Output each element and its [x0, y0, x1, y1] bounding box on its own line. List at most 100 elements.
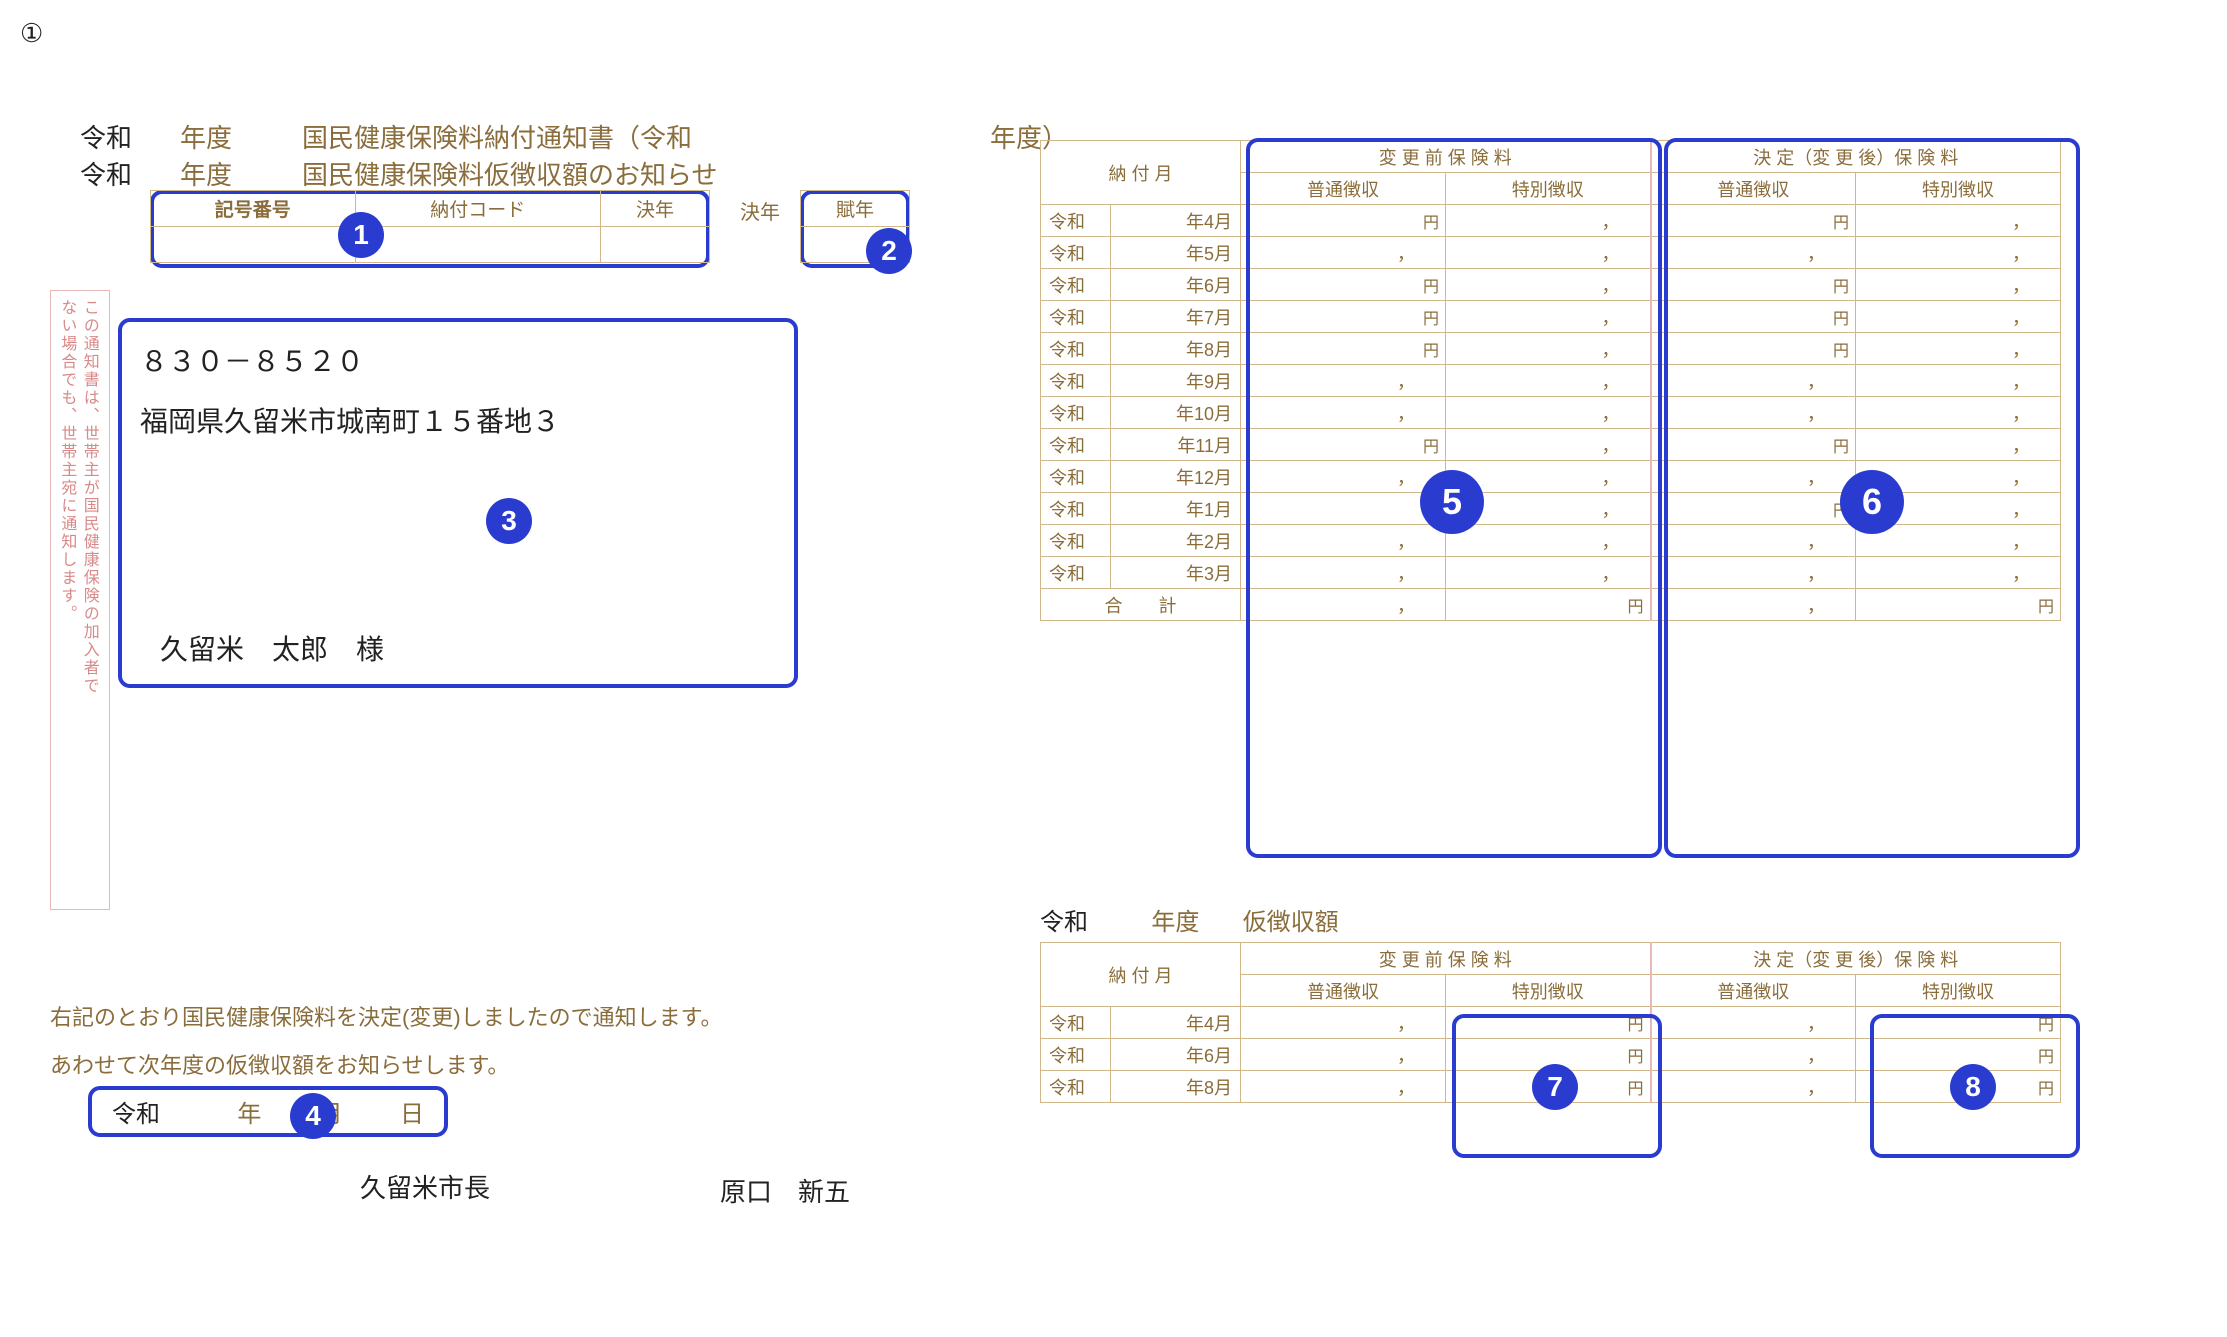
badge-3: 3 [486, 498, 532, 544]
row-month: 年10月 [1111, 397, 1241, 429]
amount-cell: 円 [1651, 493, 1856, 525]
row-era: 令和 [1041, 237, 1111, 269]
t1-h-normal-1: 普通徴収 [1241, 173, 1446, 205]
amount-cell: ， [1241, 1071, 1446, 1103]
notice-line-2: あわせて次年度の仮徴収額をお知らせします。 [50, 1048, 509, 1080]
ketsu-label-2: 決年 [720, 196, 800, 225]
row-month: 年4月 [1111, 1007, 1241, 1039]
recipient-name: 久留米 太郎 様 [160, 628, 384, 668]
total-row: 合 計，円，円 [1041, 589, 2061, 621]
amount-cell: 円 [1446, 1007, 1651, 1039]
row-era: 令和 [1041, 205, 1111, 237]
row-month: 年2月 [1111, 525, 1241, 557]
table-row: 令和年4月，円，円 [1041, 1007, 2061, 1039]
badge-4: 4 [290, 1093, 336, 1139]
row-era: 令和 [1041, 461, 1111, 493]
total-cell: ， [1241, 589, 1446, 621]
table-row: 令和年11月円，円， [1041, 429, 2061, 461]
row-era: 令和 [1041, 1039, 1111, 1071]
amount-cell: ， [1446, 525, 1651, 557]
t1-h-after: 決 定（変 更 後）保 険 料 [1651, 141, 2061, 173]
amount-cell: 円 [1241, 429, 1446, 461]
amount-cell: ， [1446, 333, 1651, 365]
row-era: 令和 [1041, 525, 1111, 557]
amount-cell: ， [1241, 237, 1446, 269]
total-cell: 円 [1446, 589, 1651, 621]
t1-h-special-1: 特別徴収 [1446, 173, 1651, 205]
amount-cell: ， [1651, 1039, 1856, 1071]
issuer: 久留米市長 [360, 1168, 490, 1205]
table-row: 令和年4月円，円， [1041, 205, 2061, 237]
row-month: 年5月 [1111, 237, 1241, 269]
amount-cell: ， [1241, 365, 1446, 397]
row-month: 年12月 [1111, 461, 1241, 493]
row-month: 年8月 [1111, 1071, 1241, 1103]
row-era: 令和 [1041, 1007, 1111, 1039]
amount-cell: ， [1241, 557, 1446, 589]
amount-cell: ， [1446, 365, 1651, 397]
vnote-right: この通知書は、世帯主が国民健康保険の加入者で [77, 299, 99, 901]
amount-cell: ， [1446, 397, 1651, 429]
era-2: 令和 [80, 155, 132, 192]
t1-h-special-2: 特別徴収 [1856, 173, 2061, 205]
amount-cell: 円 [1651, 333, 1856, 365]
title-2-main: 国民健康保険料仮徴収額のお知らせ [302, 155, 717, 192]
amount-cell: 円 [1651, 205, 1856, 237]
t2-era: 令和 [1040, 909, 1088, 936]
nendo-1: 年度 [180, 118, 232, 155]
t2-yd: 年度 [1151, 909, 1199, 936]
t1-h-normal-2: 普通徴収 [1651, 173, 1856, 205]
amount-cell: ， [1241, 1007, 1446, 1039]
circle-marker: ① [20, 18, 43, 49]
address: 福岡県久留米市城南町１５番地３ [140, 400, 560, 440]
date-y: 年 [237, 1101, 261, 1128]
table-row: 令和年12月，，，， [1041, 461, 2061, 493]
amount-cell: 円 [1651, 301, 1856, 333]
table-row: 令和年9月，，，， [1041, 365, 2061, 397]
amount-cell: 円 [1241, 333, 1446, 365]
code-table: 記号番号 納付コード 決年 [150, 190, 710, 263]
amount-cell: ， [1446, 237, 1651, 269]
amount-cell: 円 [1241, 301, 1446, 333]
amount-cell: ， [1651, 365, 1856, 397]
table-row: 令和年8月円，円， [1041, 333, 2061, 365]
row-month: 年9月 [1111, 365, 1241, 397]
amount-cell: ， [1446, 205, 1651, 237]
t2-h-before: 変 更 前 保 険 料 [1241, 943, 1651, 975]
payment-table-1: 納 付 月 変 更 前 保 険 料 決 定（変 更 後）保 険 料 普通徴収 特… [1040, 140, 2061, 621]
t2-h-special-1: 特別徴収 [1446, 975, 1651, 1007]
amount-cell: 円 [1856, 1039, 2061, 1071]
t2-h-after: 決 定（変 更 後）保 険 料 [1651, 943, 2061, 975]
row-era: 令和 [1041, 397, 1111, 429]
amount-cell: ， [1856, 301, 2061, 333]
table-row: 令和年2月，，，， [1041, 525, 2061, 557]
amount-cell: ， [1651, 1007, 1856, 1039]
total-cell: ， [1651, 589, 1856, 621]
amount-cell: 円 [1241, 493, 1446, 525]
era-1: 令和 [80, 118, 132, 155]
vnote-left: ない場合でも、世帯主宛に通知します。 [55, 299, 77, 901]
row-era: 令和 [1041, 333, 1111, 365]
row-month: 年11月 [1111, 429, 1241, 461]
title-1-main: 国民健康保険料納付通知書（令和 [302, 118, 692, 155]
amount-cell: ， [1651, 461, 1856, 493]
badge-7: 7 [1532, 1064, 1578, 1110]
date-d: 日 [400, 1101, 424, 1128]
amount-cell: ， [1856, 205, 2061, 237]
amount-cell: 円 [1651, 429, 1856, 461]
amount-cell: ， [1241, 461, 1446, 493]
table-row: 令和年6月円，円， [1041, 269, 2061, 301]
row-era: 令和 [1041, 429, 1111, 461]
vertical-note-box: ない場合でも、世帯主宛に通知します。 この通知書は、世帯主が国民健康保険の加入者… [50, 290, 110, 910]
amount-cell: ， [1856, 397, 2061, 429]
amount-cell: 円 [1241, 269, 1446, 301]
row-era: 令和 [1041, 269, 1111, 301]
notice-line-1: 右記のとおり国民健康保険料を決定(変更)しましたので通知します。 [50, 1000, 722, 1032]
amount-cell: ， [1241, 525, 1446, 557]
total-label: 合 計 [1041, 589, 1241, 621]
t2-h-normal-2: 普通徴収 [1651, 975, 1856, 1007]
table-row: 令和年3月，，，， [1041, 557, 2061, 589]
table-row: 令和年10月，，，， [1041, 397, 2061, 429]
badge-6: 6 [1840, 470, 1904, 534]
title-line-1: 令和 年度 国民健康保険料納付通知書（令和 [80, 118, 692, 155]
